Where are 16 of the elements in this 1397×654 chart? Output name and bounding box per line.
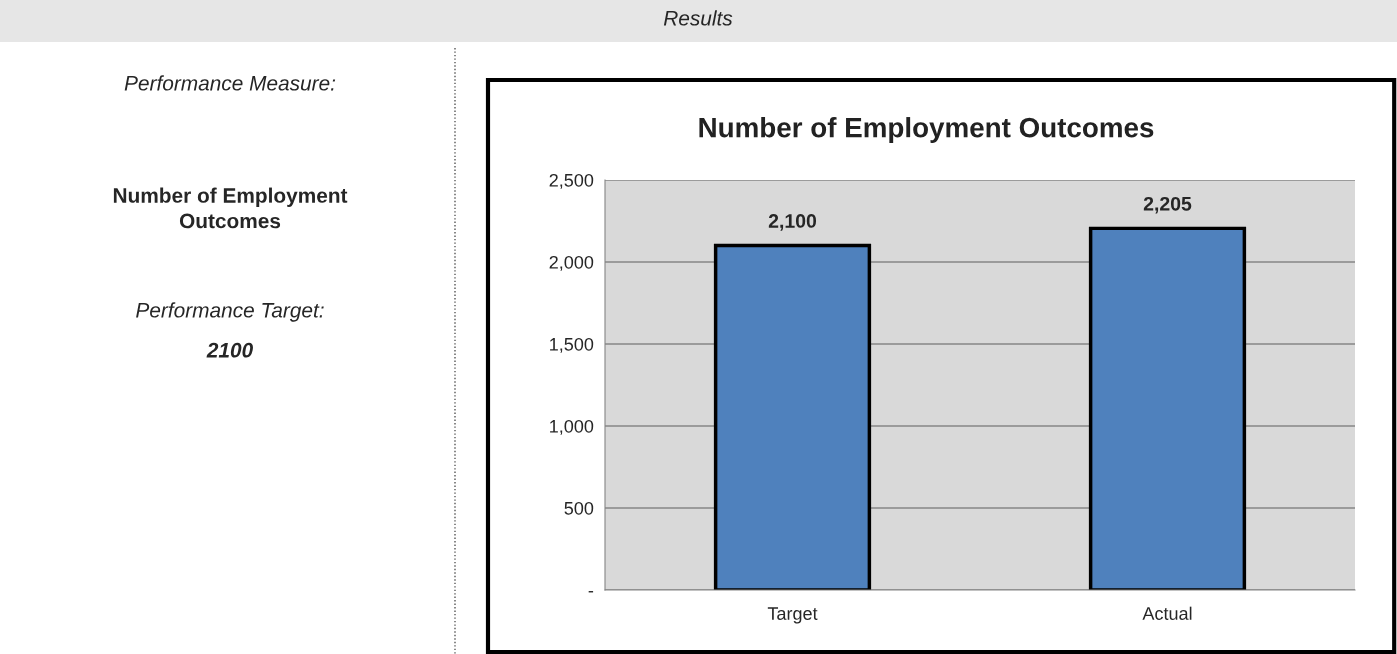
data-label: 2,205: [1143, 196, 1192, 214]
y-tick-label: 2,500: [549, 173, 594, 189]
y-tick-label: 1,500: [550, 337, 594, 353]
x-tick-label: Actual: [1142, 606, 1192, 620]
x-tick-label: Target: [767, 607, 818, 624]
text: 2100: [206, 342, 253, 358]
y-tick-label: 2,000: [549, 255, 594, 271]
text: Results: [663, 10, 733, 26]
y-tick-label: -: [588, 591, 594, 593]
text: Performance Measure:: [124, 75, 336, 91]
text: Performance Target:: [136, 302, 324, 322]
y-tick-label: 500: [564, 501, 594, 515]
chart-title: Number of Employment Outcomes: [699, 117, 1154, 143]
data-label: 2,100: [768, 214, 817, 231]
y-tick-label: 1,000: [550, 419, 594, 435]
text: Number of Employment Outcomes: [113, 187, 348, 229]
